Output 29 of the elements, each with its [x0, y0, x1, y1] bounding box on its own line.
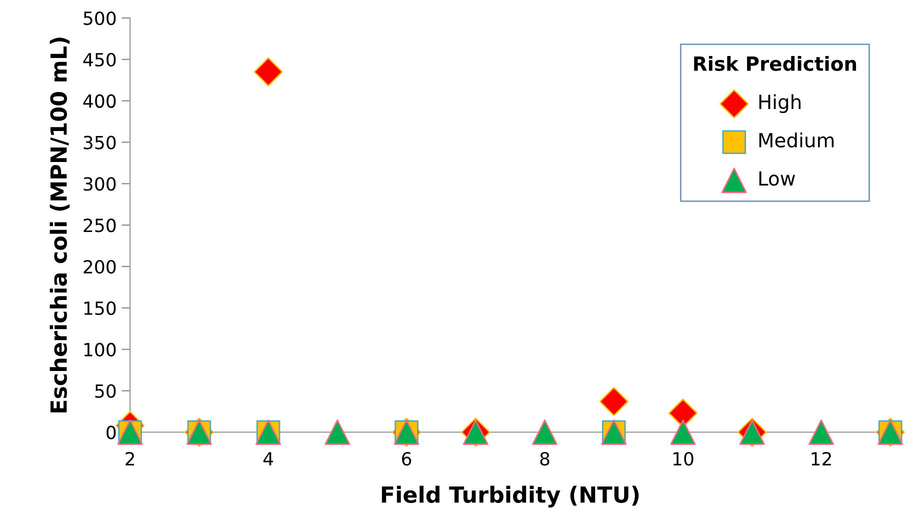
y-tick-label: 150	[84, 301, 116, 316]
point	[599, 386, 628, 416]
y-tick-label: 100	[84, 342, 116, 356]
y-axis-title: Escherichia coli (MPN/100 mL)	[50, 38, 70, 412]
y-tick-label: 400	[83, 94, 116, 108]
point	[808, 419, 834, 445]
y-tick-label: 0	[106, 426, 116, 440]
legend-title: Risk Prediction	[694, 56, 856, 71]
y-tick-label: 500	[84, 11, 116, 26]
x-tick-label: 4	[263, 452, 274, 466]
legend-label: Medium	[759, 132, 834, 148]
x-tick-label: 6	[402, 452, 412, 466]
point	[324, 419, 350, 445]
point	[532, 419, 558, 445]
point	[254, 57, 283, 86]
legend-label: Low	[759, 171, 795, 186]
x-tick-label: 10	[674, 452, 694, 466]
y-tick-label: 450	[83, 52, 116, 67]
y-tick-label: 300	[84, 177, 116, 191]
y-tick-label: 200	[84, 260, 116, 274]
legend-label: High	[759, 94, 801, 114]
x-axis-title: Field Turbidity (NTU)	[382, 486, 639, 508]
x-tick-label: 2	[126, 452, 134, 466]
x-tick-label: 12	[812, 452, 831, 466]
y-tick-label: 50	[95, 384, 116, 398]
y-tick-label: 350	[84, 136, 116, 150]
point	[670, 419, 696, 445]
x-tick-label: 8	[540, 452, 550, 466]
y-tick-label: 250	[84, 218, 116, 232]
